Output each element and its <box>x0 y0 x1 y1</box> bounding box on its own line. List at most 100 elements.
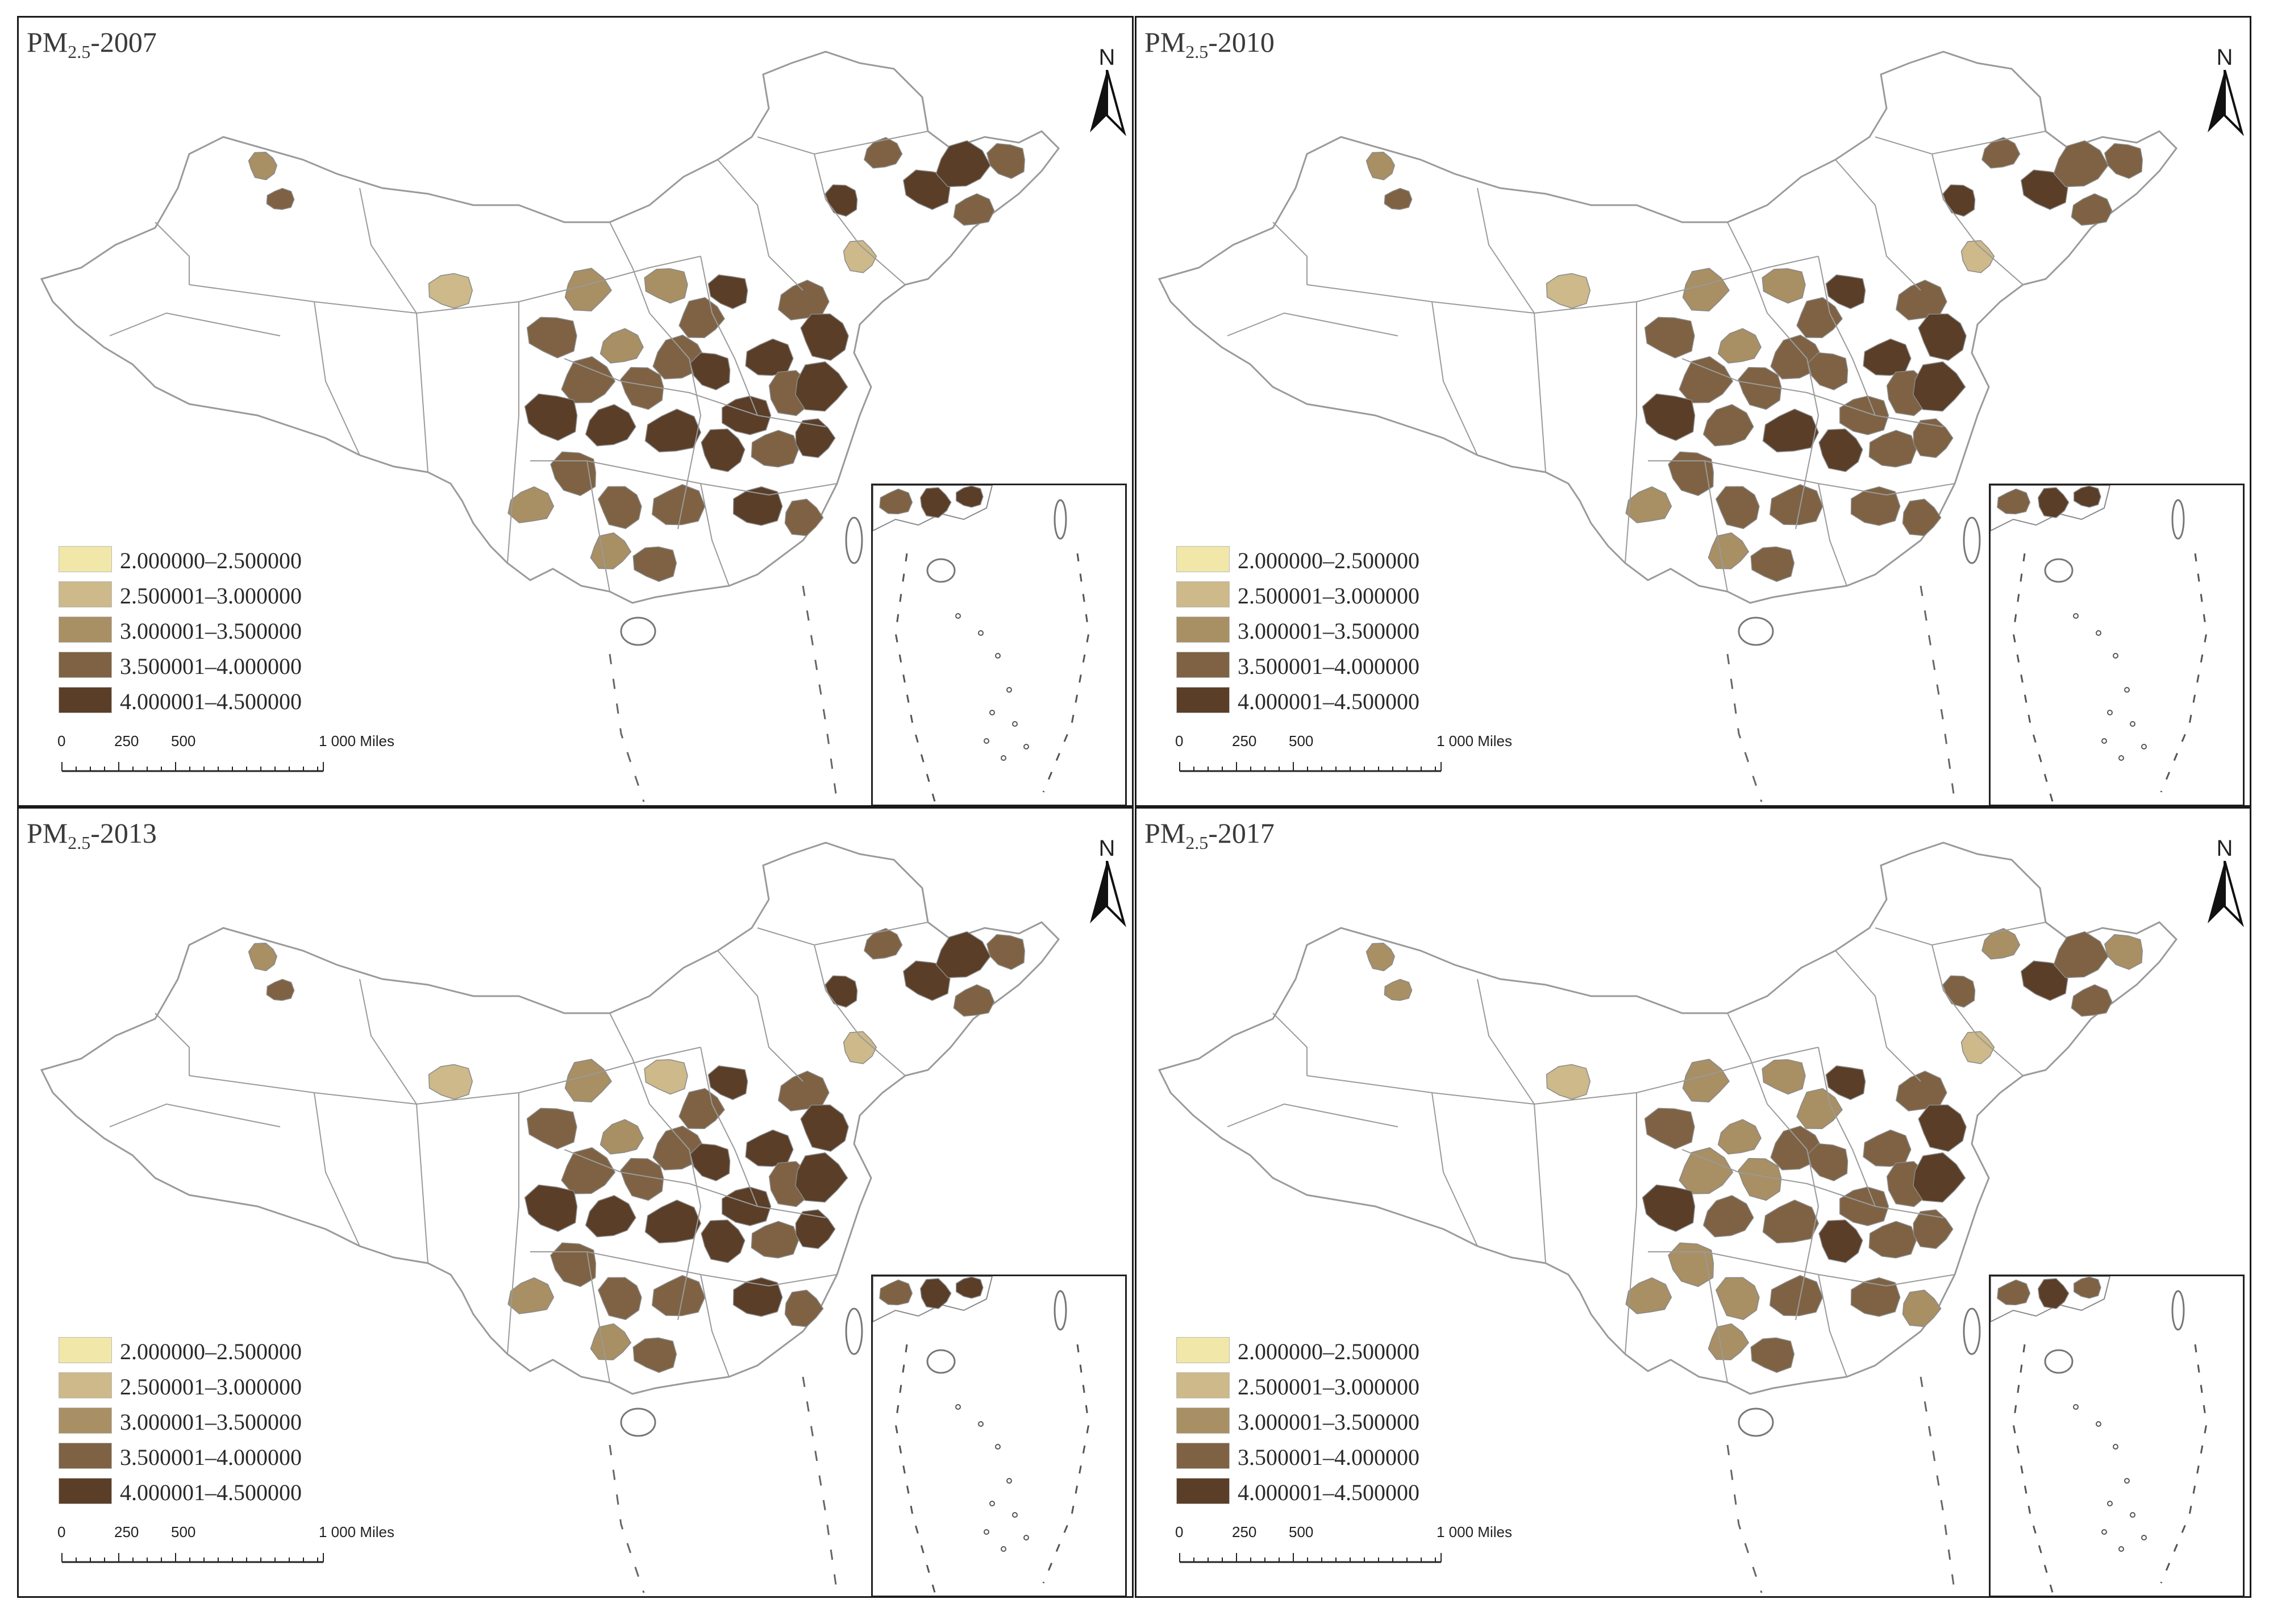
boundary-line <box>717 159 803 291</box>
region <box>526 317 577 359</box>
title-main: PM <box>27 817 68 849</box>
legend: 2.000000–2.500000 2.500001–3.000000 3.0000… <box>1176 546 1483 717</box>
region <box>701 428 746 472</box>
boundary-lines <box>109 922 929 1383</box>
region <box>795 1209 836 1249</box>
region <box>248 152 278 181</box>
sea-boundary-line <box>609 1444 645 1593</box>
legend-label: 2.500001–3.000000 <box>1238 583 1419 609</box>
inset-island <box>2101 1529 2107 1535</box>
taiwan-island <box>845 1307 863 1355</box>
region <box>701 1219 746 1263</box>
hainan-island <box>620 1408 656 1437</box>
region <box>599 328 644 364</box>
region <box>1913 418 1954 458</box>
inset-island <box>1001 1546 1006 1552</box>
legend-label: 3.500001–4.000000 <box>120 653 302 679</box>
legend-swatch <box>1176 1478 1230 1504</box>
region <box>843 1031 877 1064</box>
region <box>1960 1031 1995 1064</box>
panel-title: PM2.5-2013 <box>27 817 157 853</box>
inset-region <box>956 485 984 508</box>
region <box>1868 1221 1917 1259</box>
region <box>825 975 858 1008</box>
region <box>800 1104 849 1152</box>
title-main: PM <box>27 26 68 58</box>
boundary-line <box>1431 301 1478 456</box>
panel-title: PM2.5-2007 <box>27 26 157 63</box>
inset-island <box>1001 755 1006 761</box>
inset-island <box>2107 710 2113 715</box>
inset-dash-segment <box>1042 553 1090 793</box>
legend-swatch <box>59 1408 112 1434</box>
region <box>1365 152 1396 181</box>
inset-taiwan <box>1054 1290 1067 1331</box>
boundary-line <box>1636 256 1819 302</box>
region <box>2053 140 2109 188</box>
boundary-line <box>189 284 519 314</box>
north-arrow: N <box>2202 836 2247 927</box>
inset-dash-segment <box>894 1344 936 1595</box>
region <box>561 1147 616 1194</box>
legend-item: 2.000000–2.500000 <box>1176 1337 1472 1365</box>
boundary-line <box>359 188 417 314</box>
region <box>1807 1143 1848 1181</box>
region <box>1960 240 1995 273</box>
title-subscript: 2.5 <box>68 41 91 62</box>
boundary-line <box>700 256 758 416</box>
inset-dash-segment <box>1042 1344 1090 1584</box>
taiwan-island <box>1963 1307 1981 1355</box>
boundary-line <box>757 922 929 946</box>
inset-island <box>2124 687 2130 693</box>
region <box>585 404 636 447</box>
boundary-line <box>814 153 906 285</box>
legend-swatch <box>59 1337 112 1363</box>
region <box>651 1275 706 1317</box>
region <box>2071 193 2113 226</box>
region <box>1546 1064 1591 1100</box>
boundary-line <box>564 1149 826 1218</box>
inset-region <box>920 1278 952 1309</box>
region <box>864 928 903 960</box>
region <box>1384 978 1413 1001</box>
boundary-line <box>416 313 428 473</box>
region-layer <box>1365 137 2143 582</box>
legend-item: 3.000001–3.500000 <box>1176 617 1472 645</box>
inset-map <box>1991 485 2208 804</box>
inset-region <box>920 487 952 518</box>
north-label: N <box>1098 45 1115 70</box>
region <box>507 1277 555 1314</box>
legend-swatch <box>59 546 112 572</box>
region <box>632 1337 677 1373</box>
scale-bar-line <box>61 1553 324 1563</box>
title-year: -2017 <box>1208 817 1275 849</box>
region <box>564 268 613 312</box>
boundary-line <box>1534 1104 1546 1264</box>
region <box>1365 943 1396 972</box>
inset-hainan <box>2044 1349 2074 1374</box>
sea-boundary-line <box>802 585 838 802</box>
region <box>1868 430 1917 468</box>
region <box>795 1152 848 1203</box>
boundary-line <box>700 1274 730 1377</box>
inset-island <box>978 1421 984 1427</box>
inset-region <box>2074 1276 2101 1299</box>
legend-swatch <box>1176 1337 1230 1363</box>
region <box>1682 268 1730 312</box>
scale-tick-label: 0 <box>1175 732 1184 749</box>
boundary-line <box>1835 950 1921 1082</box>
north-arrow: N <box>2202 45 2247 136</box>
region <box>1981 928 2021 960</box>
boundary-line <box>155 222 190 285</box>
boundary-line <box>109 312 281 336</box>
boundary-line <box>1477 188 1535 314</box>
legend-item: 2.000000–2.500000 <box>1176 546 1472 574</box>
region <box>428 1064 473 1100</box>
region <box>1625 1277 1672 1314</box>
region <box>2104 143 2143 179</box>
north-arrow-icon <box>2208 861 2244 927</box>
boundary-line <box>1272 1013 1308 1076</box>
inset-region <box>1997 1279 2031 1306</box>
region <box>1715 1277 1760 1321</box>
boundary-line <box>314 1092 360 1247</box>
